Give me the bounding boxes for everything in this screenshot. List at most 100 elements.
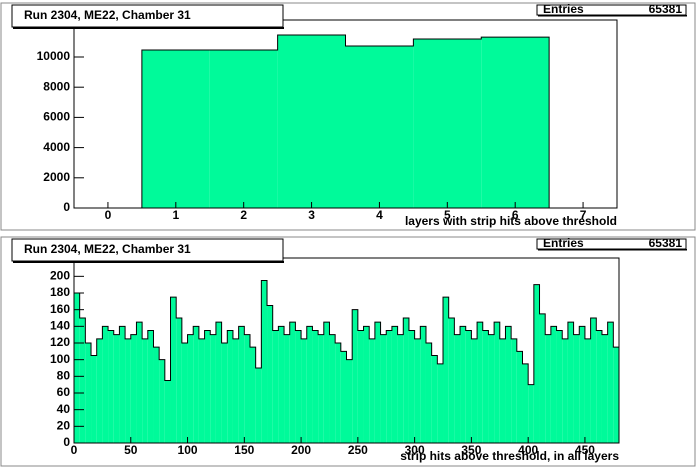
bin <box>130 334 137 443</box>
x-tick-label: 250 <box>348 443 368 457</box>
bin <box>176 318 182 443</box>
x-tick-label: 150 <box>234 443 254 457</box>
chart-title: Run 2304, ME22, Chamber 31 <box>24 8 191 22</box>
bin <box>403 318 409 443</box>
plot-border <box>73 257 620 444</box>
y-tick-label: 0 <box>63 200 70 214</box>
bin <box>141 50 210 208</box>
bin <box>516 351 523 443</box>
bin <box>306 326 313 443</box>
bin <box>425 343 432 443</box>
bin <box>136 322 143 443</box>
x-tick-label: 0 <box>105 208 112 222</box>
bin <box>481 37 550 209</box>
stats-shadow <box>538 249 687 251</box>
bin <box>96 338 103 443</box>
y-tick-label: 180 <box>50 285 70 299</box>
bin <box>499 338 506 443</box>
x-tick-label: 0 <box>71 443 78 457</box>
x-tick-label: 400 <box>518 443 538 457</box>
bin <box>221 343 228 443</box>
hist-outline <box>141 34 550 208</box>
bin <box>391 326 398 443</box>
y-tick-label: 20 <box>57 419 71 433</box>
bin <box>437 363 444 443</box>
y-tick-label: 6000 <box>43 110 70 124</box>
bin <box>91 355 97 443</box>
plot-border <box>73 19 618 209</box>
bin <box>164 380 171 443</box>
bin <box>352 309 358 443</box>
bin <box>125 338 131 443</box>
bin <box>556 330 563 443</box>
y-tick-label: 0 <box>63 435 70 449</box>
bin <box>232 338 239 443</box>
bin <box>471 338 478 443</box>
bin <box>289 322 296 443</box>
bin <box>187 334 194 443</box>
bin <box>590 318 597 443</box>
bin <box>323 322 330 443</box>
bin <box>284 334 290 443</box>
bin <box>255 368 262 443</box>
x-tick-label: 3 <box>308 208 315 222</box>
title-shadow <box>13 27 284 29</box>
bin <box>209 50 278 208</box>
bin <box>460 326 466 443</box>
bin <box>505 326 512 443</box>
y-tick-label: 160 <box>50 302 70 316</box>
bin <box>142 338 148 443</box>
stats-value: 65381 <box>649 236 683 250</box>
y-tick-label: 200 <box>50 269 70 283</box>
title-shadow <box>13 261 284 263</box>
bin <box>482 330 489 443</box>
bin <box>596 330 602 443</box>
bin <box>345 45 414 209</box>
bin <box>414 338 421 443</box>
y-tick-label: 100 <box>50 352 70 366</box>
x-tick-label: 300 <box>405 443 425 457</box>
y-tick-label: 140 <box>50 319 70 333</box>
x-tick-label: 4 <box>376 208 383 222</box>
bin <box>102 326 109 443</box>
bin <box>153 347 160 443</box>
stats-shadow <box>538 15 687 17</box>
bin <box>329 334 336 443</box>
bin <box>579 326 585 443</box>
bin <box>108 330 114 443</box>
x-tick-label: 6 <box>512 208 519 222</box>
bin <box>357 330 364 443</box>
bin <box>448 318 455 443</box>
bin <box>545 334 551 443</box>
bin <box>181 343 188 443</box>
bin <box>198 338 205 443</box>
bin <box>443 297 449 443</box>
bin <box>431 355 438 443</box>
bin <box>340 351 347 443</box>
bin <box>277 34 346 208</box>
bin <box>249 347 256 443</box>
bin <box>584 338 591 443</box>
x-tick-label: 350 <box>461 443 481 457</box>
chart-title: Run 2304, ME22, Chamber 31 <box>24 242 191 256</box>
bin <box>369 338 375 443</box>
bin <box>408 330 415 443</box>
bin <box>170 297 177 443</box>
y-tick-label: 8000 <box>43 79 70 93</box>
bin <box>363 326 370 443</box>
bin <box>346 359 353 443</box>
x-tick-label: 50 <box>124 443 138 457</box>
x-tick-label: 5 <box>444 208 451 222</box>
bin <box>567 322 574 443</box>
bin <box>374 322 381 443</box>
y-tick-label: 80 <box>57 369 71 383</box>
bin <box>413 39 482 208</box>
x-axis-label: layers with strip hits above threshold <box>405 214 617 228</box>
bin <box>522 363 529 443</box>
bin <box>272 330 279 443</box>
bin <box>159 359 165 443</box>
bin <box>79 318 86 443</box>
bin <box>119 326 126 443</box>
bin <box>244 334 250 443</box>
bin <box>74 293 80 443</box>
